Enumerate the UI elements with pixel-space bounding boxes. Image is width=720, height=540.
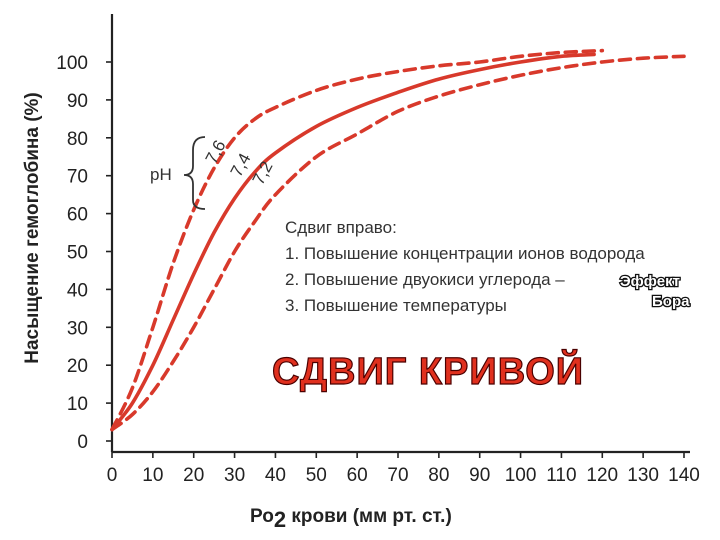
y-tick-label: 100 <box>56 53 88 74</box>
y-tick-label: 0 <box>77 432 88 453</box>
chart-title: СДВИГ КРИВОЙ <box>272 348 584 393</box>
bohr-effect-label-1: Эффект <box>620 273 680 290</box>
x-tick-label: 20 <box>183 465 204 486</box>
curve-ph-7-6 <box>110 48 605 432</box>
x-tick-label: 130 <box>627 465 659 486</box>
annotation-line-2: 2. Повышение двуокиси углерода – <box>285 270 565 289</box>
annotation: Сдвиг вправо: 1. Повышение концентрации … <box>285 218 691 315</box>
x-tick-label: 90 <box>469 465 490 486</box>
axes-group <box>110 14 690 454</box>
curves <box>110 48 686 432</box>
annotation-line-3: 3. Повышение температуры <box>285 296 507 315</box>
y-tick-label: 40 <box>67 280 88 301</box>
y-axis-title: Насыщение гемоглобина (%) <box>22 92 43 363</box>
x-axis-title-rest: крови (мм рт. ст.) <box>286 506 452 527</box>
x-tick-label: 60 <box>347 465 368 486</box>
x-tick-label: 100 <box>505 465 537 486</box>
y-tick-label: 30 <box>67 318 88 339</box>
x-tick-label: 40 <box>265 465 286 486</box>
x-tick-label: 50 <box>306 465 327 486</box>
x-axis-title: Ро2 крови (мм рт. ст.) <box>250 506 452 532</box>
x-axis-title-subscript: 2 <box>274 507 286 532</box>
ph-brace <box>183 136 206 210</box>
x-tick-label: 70 <box>387 465 408 486</box>
x-tick-label: 80 <box>428 465 449 486</box>
x-ticks: 0 10 20 30 40 50 60 70 80 90 100 110 120 130 140 <box>107 452 700 486</box>
x-tick-label: 120 <box>586 465 618 486</box>
x-tick-label: 110 <box>546 465 576 486</box>
x-tick-label: 140 <box>668 465 700 486</box>
y-tick-label: 10 <box>67 394 88 415</box>
curve-ph-7-4 <box>110 52 596 432</box>
y-tick-label: 80 <box>67 129 88 150</box>
x-tick-label: 10 <box>142 465 163 486</box>
annotation-line-1: 1. Повышение концентрации ионов водорода <box>285 244 645 263</box>
ph-value-label: 7,6 <box>202 137 230 167</box>
ph-label: pH <box>150 165 172 184</box>
ph-value-label: 7,2 <box>249 158 277 188</box>
y-tick-label: 90 <box>67 91 88 112</box>
x-tick-label: 30 <box>224 465 245 486</box>
annotation-heading: Сдвиг вправо: <box>285 218 397 237</box>
y-tick-label: 60 <box>67 205 88 226</box>
ph-bracket: pH <box>150 136 206 210</box>
x-axis-title-main: Ро <box>250 506 274 527</box>
y-tick-label: 20 <box>67 356 88 377</box>
ph-values: 7,67,47,2 <box>202 137 277 188</box>
y-ticks: 0 10 20 30 40 50 60 70 80 90 100 <box>56 53 112 453</box>
y-tick-label: 70 <box>67 167 88 188</box>
x-tick-label: 0 <box>107 465 118 486</box>
y-tick-label: 50 <box>67 243 88 264</box>
bohr-effect-label-2: Бора <box>652 293 690 310</box>
curve-ph-7-2 <box>110 54 686 432</box>
